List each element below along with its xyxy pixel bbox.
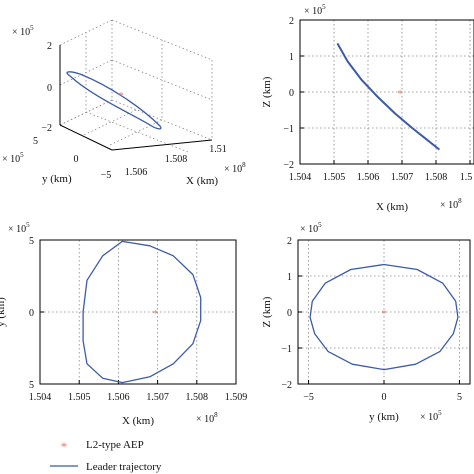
p0-grid — [59, 19, 213, 153]
x-tick-label: 0 — [382, 392, 387, 403]
p0-z-tick: 2 — [47, 41, 52, 52]
p0-grid-line — [109, 119, 163, 146]
aep-marker: * — [152, 308, 158, 320]
p0-z-scale: × 105 — [12, 24, 34, 38]
y-tick-label: −1 — [281, 344, 292, 355]
legend-trajectory-label: Leader trajectory — [86, 461, 162, 473]
series-line — [309, 263, 459, 371]
x-tick-label: 1.504 — [289, 172, 312, 183]
p0-axes — [59, 45, 213, 151]
p0-aep-marker: * — [119, 91, 124, 102]
p0-y-tick: 0 — [74, 154, 79, 165]
panel-1: 1.504 1.505 1.506 1.507 1.508 1.5 2 1 0 −1 −2 * X (k… — [261, 3, 474, 213]
x-tick-label: 1.5 — [460, 172, 473, 183]
panels-2d: 1.504 1.505 1.506 1.507 1.508 1.5 2 1 0 −1 −2 * X (k… — [0, 3, 474, 427]
aep-marker: * — [381, 308, 387, 320]
panel-3: −5 0 5 2 1 0 −1 −2 * y (km) Z (km) × 105 × 105 — [261, 221, 471, 423]
p0-x-scale: × 108 — [224, 161, 246, 175]
p0-y-axis-label: y (km) — [42, 173, 72, 185]
x-axis-label: X (km) — [376, 201, 408, 213]
y-tick-label: 5 — [29, 236, 34, 247]
p0-y-scale: × 105 — [2, 151, 24, 165]
p0-y-axis — [59, 124, 113, 151]
p0-x-tick: 1.508 — [165, 154, 188, 165]
y-tick-label: 2 — [289, 16, 294, 27]
p0-z-tick: 0 — [47, 83, 52, 94]
y-tick-label: −2 — [283, 160, 294, 171]
plot-frame — [299, 19, 474, 165]
panel-x-scale: × 108 — [196, 411, 218, 425]
x-tick-label: 1.507 — [146, 392, 169, 403]
p0-x-tick: 1.506 — [125, 167, 148, 178]
legend: * L2-type AEP Leader trajectory — [50, 439, 162, 473]
p0-grid-line — [83, 109, 137, 136]
x-axis-label: X (km) — [122, 415, 154, 427]
y-tick-label: 0 — [29, 308, 34, 319]
legend-aep-label: L2-type AEP — [86, 439, 144, 451]
x-tick-label: −5 — [303, 392, 314, 403]
y-axis-label: Z (km) — [261, 296, 273, 327]
y-tick-label: 1 — [289, 52, 294, 63]
p0-y-tick: 5 — [33, 136, 38, 147]
x-tick-label: 1.508 — [186, 392, 209, 403]
legend-aep-marker: * — [61, 439, 68, 454]
y-tick-label: 1 — [287, 272, 292, 283]
p0-series-line — [66, 71, 162, 130]
x-axis-label: y (km) — [369, 411, 399, 423]
p0-y-tick: −5 — [101, 170, 112, 181]
y-tick-label: −1 — [283, 124, 294, 135]
x-tick-label: 5 — [457, 392, 462, 403]
panel-x-scale: × 108 — [440, 197, 462, 211]
y-tick-label: 0 — [289, 88, 294, 99]
x-tick-label: 1.505 — [68, 392, 91, 403]
x-tick-label: 1.509 — [225, 392, 248, 403]
p0-z-tick: −2 — [41, 123, 52, 134]
aep-marker: * — [397, 88, 403, 100]
p0-grid-line — [59, 99, 113, 126]
y-axis-label: y (km) — [0, 297, 7, 327]
panel-2: 1.504 1.505 1.506 1.507 1.508 1.509 5 0 5 * X (km)… — [0, 221, 247, 427]
panel-3d: * 2 0 −2 × 105 5 0 −5 × 105 y (km) 1.506… — [2, 19, 246, 187]
x-tick-label: 1.507 — [391, 172, 414, 183]
x-tick-label: 1.508 — [425, 172, 448, 183]
x-tick-label: 1.504 — [29, 392, 52, 403]
series-line — [82, 240, 202, 384]
y-tick-label: −2 — [281, 380, 292, 391]
y-tick-label: 0 — [287, 308, 292, 319]
series-line — [336, 42, 441, 151]
p0-x-axis — [111, 139, 213, 151]
y-axis-label: Z (km) — [261, 76, 273, 107]
panel-y-scale: × 105 — [8, 221, 30, 235]
x-tick-label: 1.506 — [357, 172, 380, 183]
panel-x-scale: × 105 — [420, 409, 442, 423]
p0-x-axis-label: X (km) — [186, 175, 218, 187]
x-tick-label: 1.505 — [323, 172, 346, 183]
y-tick-label: 2 — [287, 236, 292, 247]
y-tick-label: 5 — [29, 380, 34, 391]
panel-y-scale: × 105 — [300, 221, 322, 235]
x-tick-label: 1.506 — [107, 392, 130, 403]
p0-x-tick: 1.51 — [209, 144, 227, 155]
panel-y-scale: × 105 — [304, 3, 326, 17]
